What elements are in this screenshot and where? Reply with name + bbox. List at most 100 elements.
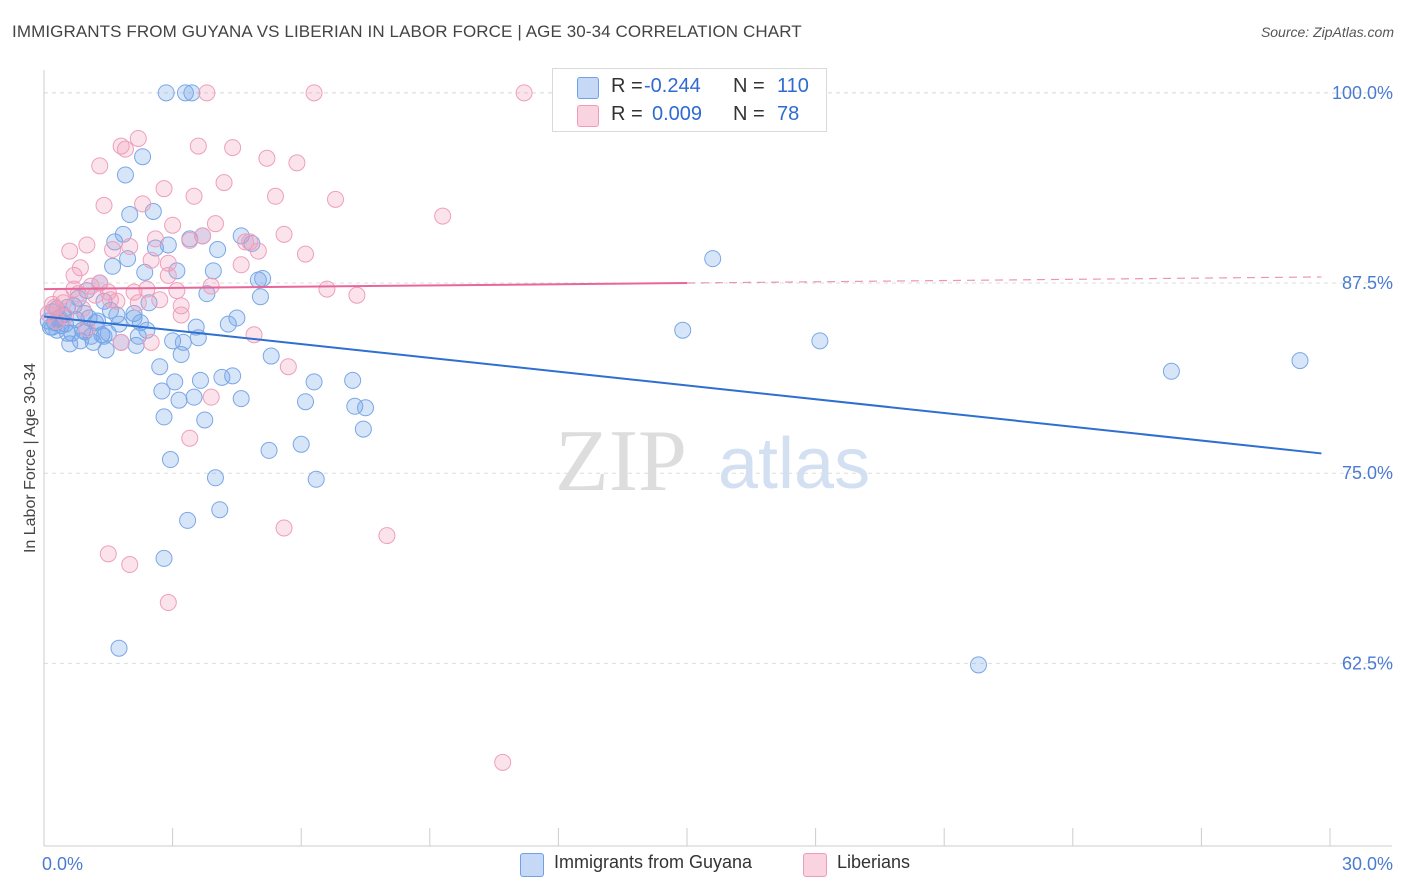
liberians-point — [101, 291, 119, 309]
guyana-point — [213, 368, 231, 386]
guyana-point — [969, 656, 987, 674]
liberians-point — [515, 84, 533, 102]
liberians-point — [494, 753, 512, 771]
guyana-trend-line — [43, 315, 1322, 455]
guyana-point — [357, 399, 374, 417]
legend-n-value: 110 — [777, 75, 809, 97]
liberians-point — [95, 196, 113, 214]
liberians-point — [151, 291, 169, 309]
guyana-point — [1291, 352, 1309, 370]
guyana-point — [346, 397, 364, 415]
liberians-point — [142, 251, 160, 269]
guyana-point — [164, 332, 182, 350]
liberians-point — [146, 230, 164, 248]
liberians-point — [104, 241, 122, 259]
liberians-point — [348, 286, 366, 304]
guyana-point — [151, 358, 169, 376]
guyana-point — [254, 269, 272, 287]
series-guyana-points — [39, 84, 1309, 674]
legend-r-label: R = — [611, 75, 643, 97]
liberians-point — [189, 137, 207, 155]
guyana-point — [209, 241, 227, 259]
legend-n-label: N = — [733, 103, 765, 125]
guyana-point — [204, 262, 222, 280]
x-tick-label: 30.0% — [1342, 854, 1393, 874]
liberians-point — [288, 154, 306, 172]
liberians-point — [326, 190, 344, 208]
guyana-point — [219, 315, 237, 333]
guyana-point — [95, 292, 113, 310]
liberians-point — [159, 594, 177, 612]
liberians-point — [378, 527, 396, 545]
guyana-point — [155, 408, 173, 426]
liberians-point — [142, 333, 160, 351]
liberians-point — [134, 195, 152, 213]
liberians-point — [54, 294, 72, 312]
guyana-point — [232, 390, 250, 408]
liberians-point — [279, 358, 297, 376]
liberians-point — [129, 294, 147, 312]
liberians-point — [249, 242, 267, 260]
guyana-point — [260, 441, 278, 459]
watermark-zip: ZIP — [555, 413, 687, 510]
guyana-point — [95, 327, 113, 345]
liberians-point — [159, 266, 177, 284]
guyana-point — [228, 309, 246, 327]
guyana-point — [187, 318, 205, 336]
guyana-point — [296, 393, 314, 411]
legend-r-label: R = — [611, 103, 643, 125]
liberians-point — [112, 333, 130, 351]
guyana-point — [196, 411, 214, 429]
liberians-point — [296, 245, 314, 263]
liberians-point — [121, 238, 139, 256]
guyana-point — [292, 435, 310, 453]
guyana-point — [262, 347, 280, 365]
x-tick-label: 0.0% — [42, 854, 83, 874]
guyana-point — [153, 382, 171, 400]
liberians-point — [241, 233, 259, 251]
guyana-point — [166, 373, 184, 391]
liberians-point — [206, 215, 224, 233]
liberians-point — [236, 233, 254, 251]
guyana-point — [206, 469, 224, 487]
legend-r-value: 0.009 — [652, 103, 703, 125]
guyana-point — [344, 371, 362, 389]
guyana-point — [161, 451, 179, 469]
guyana-point — [134, 148, 152, 166]
bottom-legend-swatch-guyana — [520, 853, 544, 877]
guyana-point — [1162, 362, 1180, 380]
bottom-legend-swatch-liberians — [803, 853, 827, 877]
guyana-point — [224, 367, 242, 385]
guyana-point — [59, 324, 77, 342]
watermark: ZIP atlas — [555, 413, 870, 510]
guyana-point — [125, 309, 143, 327]
guyana-point — [354, 420, 372, 438]
source-label: Source: ZipAtlas.com — [1260, 24, 1394, 40]
liberians-trend-extension — [686, 276, 1322, 284]
liberians-point — [275, 225, 293, 243]
guyana-point — [183, 84, 201, 102]
liberians-point — [74, 300, 92, 318]
guyana-point — [179, 511, 197, 529]
guyana-point — [76, 323, 94, 341]
guyana-point — [155, 549, 173, 567]
legend-n-label: N = — [733, 75, 765, 97]
guyana-point — [174, 333, 192, 351]
guyana-point — [185, 388, 203, 406]
liberians-point — [181, 231, 199, 249]
liberians-point — [202, 277, 220, 295]
liberians-point — [185, 187, 203, 205]
y-tick-label: 87.5% — [1342, 273, 1393, 293]
legend-swatch-liberians — [577, 105, 599, 127]
guyana-point — [811, 332, 829, 350]
series-liberians-points — [39, 84, 533, 771]
bottom-legend-label-guyana: Immigrants from Guyana — [554, 852, 753, 872]
guyana-point — [110, 639, 128, 657]
liberians-point — [224, 139, 242, 157]
guyana-point — [121, 206, 139, 224]
y-axis-label: In Labor Force | Age 30-34 — [22, 363, 39, 553]
axes — [43, 70, 1392, 847]
guyana-point — [97, 341, 115, 359]
guyana-point — [704, 250, 722, 268]
